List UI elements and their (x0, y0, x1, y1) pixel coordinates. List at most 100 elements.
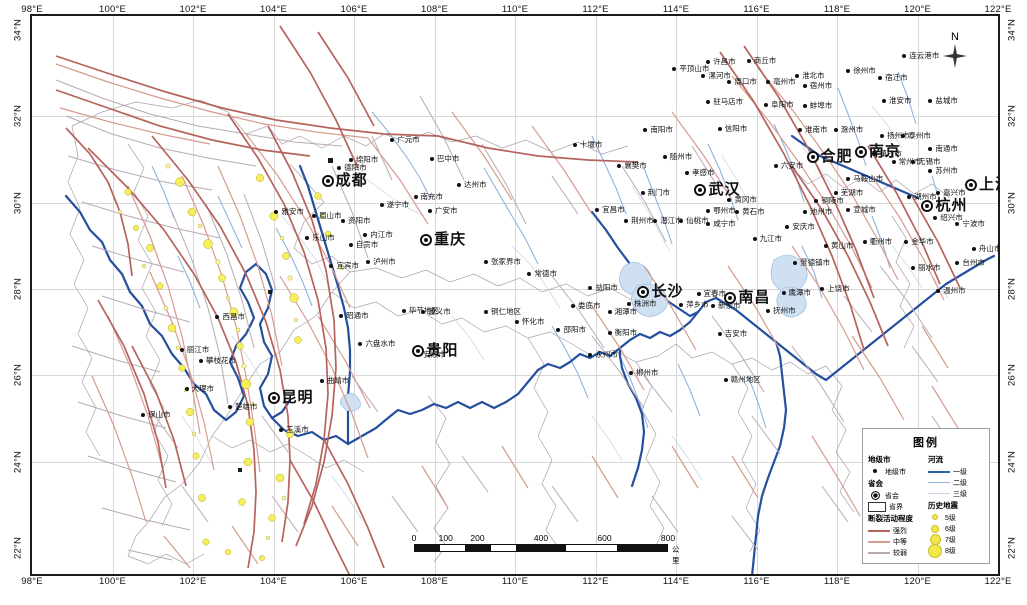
prefecture-city-marker[interactable] (573, 143, 577, 147)
prefecture-city-marker[interactable] (718, 127, 722, 131)
city-marker-group[interactable] (402, 309, 406, 313)
prefecture-city-marker[interactable] (588, 353, 592, 357)
prefecture-city-marker[interactable] (349, 243, 353, 247)
city-marker-group[interactable] (573, 143, 577, 147)
provincial-capital-marker[interactable] (807, 151, 819, 163)
prefecture-city-marker[interactable] (785, 225, 789, 229)
provincial-capital-marker[interactable] (322, 175, 334, 187)
prefecture-city-marker[interactable] (928, 169, 932, 173)
city-marker-group[interactable] (274, 210, 278, 214)
prefecture-city-marker[interactable] (824, 244, 828, 248)
prefecture-city-marker[interactable] (588, 286, 592, 290)
city-marker-group[interactable] (782, 291, 786, 295)
prefecture-city-marker[interactable] (764, 103, 768, 107)
prefecture-city-marker[interactable] (882, 99, 886, 103)
city-marker-group[interactable] (390, 138, 394, 142)
city-marker-group[interactable] (928, 147, 932, 151)
prefecture-city-marker[interactable] (846, 69, 850, 73)
prefecture-city-marker[interactable] (629, 371, 633, 375)
prefecture-city-marker[interactable] (515, 320, 519, 324)
prefecture-city-marker[interactable] (679, 303, 683, 307)
city-marker-group[interactable] (820, 287, 824, 291)
capital-marker-group[interactable] (807, 151, 819, 163)
city-marker-group[interactable] (803, 210, 807, 214)
city-marker-group[interactable] (955, 261, 959, 265)
capital-marker-group[interactable] (855, 146, 867, 158)
city-marker-group[interactable] (711, 304, 715, 308)
city-marker-group[interactable] (484, 260, 488, 264)
city-marker-group[interactable] (571, 304, 575, 308)
prefecture-city-marker[interactable] (928, 147, 932, 151)
prefecture-city-marker[interactable] (753, 237, 757, 241)
prefecture-city-marker[interactable] (556, 328, 560, 332)
prefecture-city-marker[interactable] (834, 191, 838, 195)
city-marker-group[interactable] (846, 208, 850, 212)
prefecture-city-marker[interactable] (798, 128, 802, 132)
capital-marker-group[interactable] (412, 345, 424, 357)
city-marker-group[interactable] (972, 247, 976, 251)
city-marker-group[interactable] (414, 195, 418, 199)
capital-marker-group[interactable] (268, 392, 280, 404)
prefecture-city-marker[interactable] (624, 219, 628, 223)
prefecture-city-marker[interactable] (363, 233, 367, 237)
city-marker-group[interactable] (766, 80, 770, 84)
city-marker-group[interactable] (457, 183, 461, 187)
city-marker-group[interactable] (279, 428, 283, 432)
city-marker-group[interactable] (753, 237, 757, 241)
prefecture-city-marker[interactable] (878, 76, 882, 80)
city-marker-group[interactable] (911, 160, 915, 164)
city-marker-group[interactable] (798, 128, 802, 132)
city-marker-group[interactable] (185, 387, 189, 391)
city-marker-group[interactable] (785, 225, 789, 229)
city-marker-group[interactable] (624, 219, 628, 223)
city-marker-group[interactable] (936, 289, 940, 293)
city-marker-group[interactable] (484, 310, 488, 314)
city-marker-group[interactable] (215, 315, 219, 319)
city-marker-group[interactable] (305, 236, 309, 240)
city-marker-group[interactable] (846, 69, 850, 73)
prefecture-city-marker[interactable] (955, 261, 959, 265)
capital-marker-group[interactable] (724, 292, 736, 304)
provincial-capital-marker[interactable] (965, 179, 977, 191)
city-marker-group[interactable] (795, 74, 799, 78)
city-marker-group[interactable] (902, 54, 906, 58)
prefecture-city-marker[interactable] (199, 359, 203, 363)
prefecture-city-marker[interactable] (428, 209, 432, 213)
city-marker-group[interactable] (595, 208, 599, 212)
city-marker-group[interactable] (928, 99, 932, 103)
city-marker-group[interactable] (904, 240, 908, 244)
city-marker-group[interactable] (228, 405, 232, 409)
map-legend[interactable]: 图例 地级市 地级市 省会 (862, 428, 990, 564)
prefecture-city-marker[interactable] (907, 195, 911, 199)
prefecture-city-marker[interactable] (880, 134, 884, 138)
city-marker-group[interactable] (380, 203, 384, 207)
city-marker-group[interactable] (527, 272, 531, 276)
prefecture-city-marker[interactable] (972, 247, 976, 251)
capital-marker-group[interactable] (921, 200, 933, 212)
prefecture-city-marker[interactable] (936, 289, 940, 293)
prefecture-city-marker[interactable] (305, 236, 309, 240)
prefecture-city-marker[interactable] (902, 54, 906, 58)
city-marker-group[interactable] (901, 134, 905, 138)
prefecture-city-marker[interactable] (711, 304, 715, 308)
prefecture-city-marker[interactable] (341, 219, 345, 223)
prefecture-city-marker[interactable] (697, 292, 701, 296)
prefecture-city-marker[interactable] (718, 332, 722, 336)
prefecture-city-marker[interactable] (706, 60, 710, 64)
prefecture-city-marker[interactable] (337, 166, 341, 170)
prefecture-city-marker[interactable] (274, 210, 278, 214)
prefecture-city-marker[interactable] (608, 310, 612, 314)
city-marker-group[interactable] (685, 171, 689, 175)
provincial-capital-marker[interactable] (637, 286, 649, 298)
prefecture-city-marker[interactable] (727, 198, 731, 202)
city-marker-group[interactable] (320, 379, 324, 383)
city-marker-group[interactable] (706, 209, 710, 213)
city-marker-group[interactable] (774, 164, 778, 168)
provincial-capital-marker[interactable] (420, 234, 432, 246)
prefecture-city-marker[interactable] (484, 260, 488, 264)
prefecture-city-marker[interactable] (215, 315, 219, 319)
prefecture-city-marker[interactable] (892, 160, 896, 164)
prefecture-city-marker[interactable] (724, 378, 728, 382)
prefecture-city-marker[interactable] (279, 428, 283, 432)
prefecture-city-marker[interactable] (185, 387, 189, 391)
